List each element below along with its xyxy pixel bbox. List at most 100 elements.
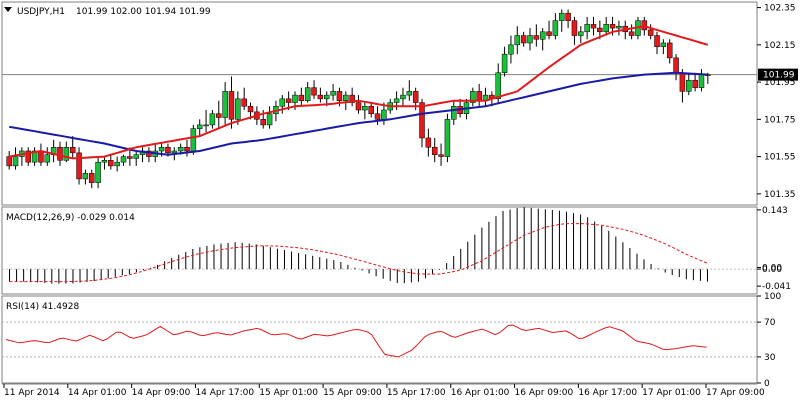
rsi-tick-label: 100	[764, 292, 781, 302]
candle-body	[539, 31, 546, 40]
macd-signal-line	[9, 223, 708, 283]
candle-body	[101, 160, 108, 163]
candle-body	[590, 24, 597, 29]
candle-body	[438, 154, 444, 157]
candle-body	[565, 12, 571, 21]
candle-body	[12, 156, 19, 167]
candle-body	[362, 106, 368, 111]
candle-body	[311, 87, 317, 96]
candle-body	[374, 113, 381, 120]
rsi-tick-label: 0	[764, 379, 770, 389]
rsi-panel[interactable]: 100 70 30 0	[2, 292, 781, 389]
candle-body	[654, 35, 660, 47]
candle-body	[400, 94, 406, 100]
macd-tick-label: 0.00	[762, 265, 782, 275]
indicator-arrow-icon[interactable]	[4, 7, 12, 12]
candle-body	[673, 57, 679, 74]
candle-body	[666, 42, 673, 59]
price-tick-label: 101.35	[764, 190, 796, 200]
candle-body	[108, 160, 114, 167]
panel-frame	[1, 295, 758, 384]
candle-body	[323, 94, 330, 100]
rsi-tick-label: 30	[764, 353, 776, 363]
panel-frame	[1, 206, 758, 295]
time-axis: 11 Apr 2014 14 Apr 01:00 14 Apr 09:00 14 Ap…	[3, 384, 765, 398]
candle-body	[527, 35, 533, 44]
candle-body	[203, 124, 209, 127]
candle-body	[44, 154, 51, 163]
candle-body	[578, 31, 584, 36]
candle-body	[25, 150, 31, 163]
candle-body	[609, 24, 616, 29]
candle-body	[127, 156, 133, 159]
current-price-badge	[758, 68, 798, 81]
candle-body	[82, 173, 89, 180]
candle-body	[63, 147, 70, 161]
candle-body	[216, 113, 222, 118]
candle-body	[451, 106, 457, 120]
candle-body	[501, 53, 508, 74]
candle-body	[419, 102, 425, 139]
time-tick-label: 16 Apr 17:00	[578, 388, 637, 398]
candle-body	[495, 72, 501, 100]
time-tick-label: 15 Apr 17:00	[387, 388, 446, 398]
candle-body	[184, 147, 190, 152]
candle-body	[431, 147, 438, 155]
candle-body	[171, 150, 178, 154]
ma-slow-line	[9, 71, 708, 156]
candle-body	[425, 137, 432, 148]
rsi-tick-label: 70	[764, 318, 776, 328]
candle-body	[31, 150, 38, 163]
time-tick-label: 15 Apr 01:00	[259, 388, 318, 398]
candle-body	[660, 42, 667, 47]
candle-body	[38, 150, 44, 163]
candle-body	[69, 147, 76, 154]
price-tick-label: 102.15	[764, 41, 796, 51]
candle-body	[120, 156, 127, 163]
macd-tick-label: 0.00	[762, 263, 782, 273]
time-tick-label: 16 Apr 09:00	[515, 388, 574, 398]
candle-body	[571, 20, 578, 36]
price-tick-label: 101.75	[764, 115, 796, 125]
candle-body	[603, 24, 609, 33]
candle-body	[343, 94, 349, 101]
panel-frame	[1, 1, 758, 206]
candle-body	[444, 119, 451, 157]
candle-body	[285, 98, 292, 103]
candle-body	[95, 161, 101, 183]
candle-body	[222, 91, 228, 118]
candle-body	[552, 20, 559, 36]
candle-body	[355, 102, 362, 111]
time-tick-label: 17 Apr 09:00	[706, 388, 765, 398]
candle-body	[241, 98, 247, 107]
price-tick-label: 102.35	[764, 4, 796, 14]
ohlc-readout: 101.99 102.00 101.94 101.99	[76, 7, 211, 17]
candle-body	[692, 79, 698, 88]
candle-body	[177, 147, 184, 152]
time-tick-label: 16 Apr 01:00	[451, 388, 510, 398]
candle-body	[235, 98, 241, 120]
candle-body	[470, 91, 476, 103]
macd-tick-label: 0.143	[762, 206, 788, 216]
time-tick-label: 14 Apr 01:00	[68, 388, 127, 398]
rsi-line	[5, 324, 707, 358]
candle-body	[647, 29, 654, 36]
time-tick-label: 14 Apr 17:00	[195, 388, 254, 398]
candle-body	[686, 79, 692, 92]
price-panel[interactable]: 102.35 102.15 101.95 101.75 101.55 101.35 101.…	[2, 4, 798, 200]
candle-body	[533, 35, 540, 40]
macd-tick-label: -0.041	[762, 282, 791, 292]
panel-frames	[1, 1, 758, 385]
candle-body	[679, 72, 686, 92]
candle-body	[266, 113, 273, 126]
candle-body	[336, 91, 343, 101]
candle-body	[133, 154, 139, 159]
price-tick-label: 101.55	[764, 153, 796, 163]
candle-body	[393, 98, 400, 103]
candle-body	[584, 24, 590, 33]
candle-body	[158, 147, 165, 152]
time-tick-label: 14 Apr 09:00	[132, 388, 191, 398]
candle-body	[247, 106, 254, 113]
